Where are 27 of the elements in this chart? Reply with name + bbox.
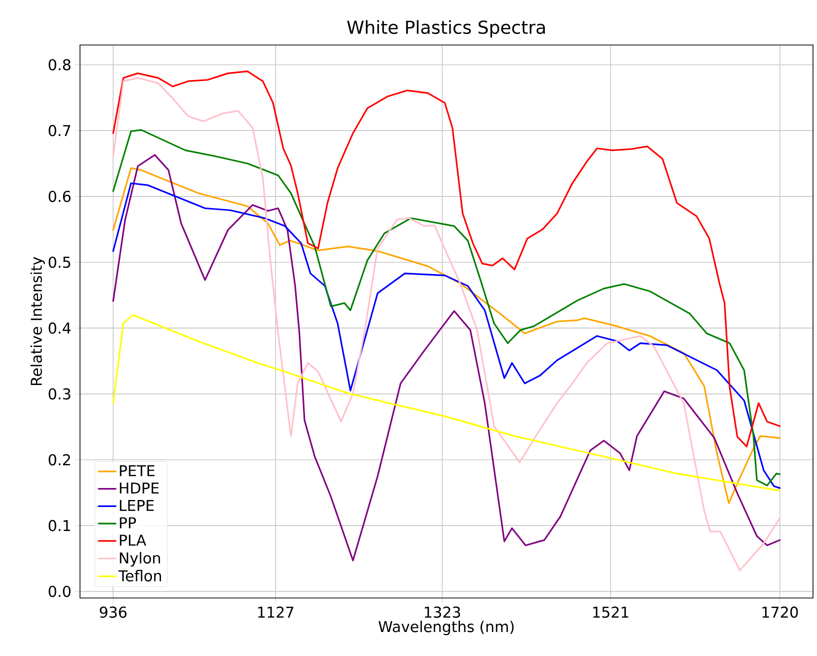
- y-tick-label: 0.5: [48, 256, 70, 268]
- x-tick-label: 1323: [424, 606, 460, 618]
- legend-label: Nylon: [120, 552, 160, 567]
- x-tick-label: 1127: [258, 606, 294, 618]
- x-tick-label: 1720: [762, 606, 798, 618]
- x-tick-label: 1521: [593, 606, 628, 618]
- y-axis-title: Relative Intensity: [30, 256, 45, 386]
- line-series: [112, 77, 781, 572]
- y-tick-label: 0.3: [48, 388, 70, 400]
- legend-label: Teflon: [118, 570, 162, 582]
- y-tick-label: 0.1: [48, 520, 70, 532]
- x-tick-label: 936: [100, 606, 126, 618]
- legend-label: PETE: [120, 465, 155, 476]
- y-tick-label: 0.0: [48, 586, 70, 598]
- chart-title: White Plastics Spectra: [347, 20, 545, 38]
- legend-label: PLA: [120, 534, 146, 546]
- x-axis-title: Wavelengths (nm): [378, 620, 514, 636]
- line-series: [112, 314, 781, 492]
- line-series: [112, 70, 781, 448]
- y-tick-label: 0.7: [48, 124, 70, 136]
- y-tick-label: 0.8: [48, 59, 70, 70]
- legend-label: HDPE: [120, 482, 159, 494]
- legend-label: PP: [120, 517, 136, 528]
- legend-label: LEPE: [120, 500, 154, 511]
- y-tick-label: 0.2: [48, 454, 70, 466]
- y-tick-label: 0.6: [48, 190, 71, 202]
- y-tick-label: 0.4: [48, 322, 71, 334]
